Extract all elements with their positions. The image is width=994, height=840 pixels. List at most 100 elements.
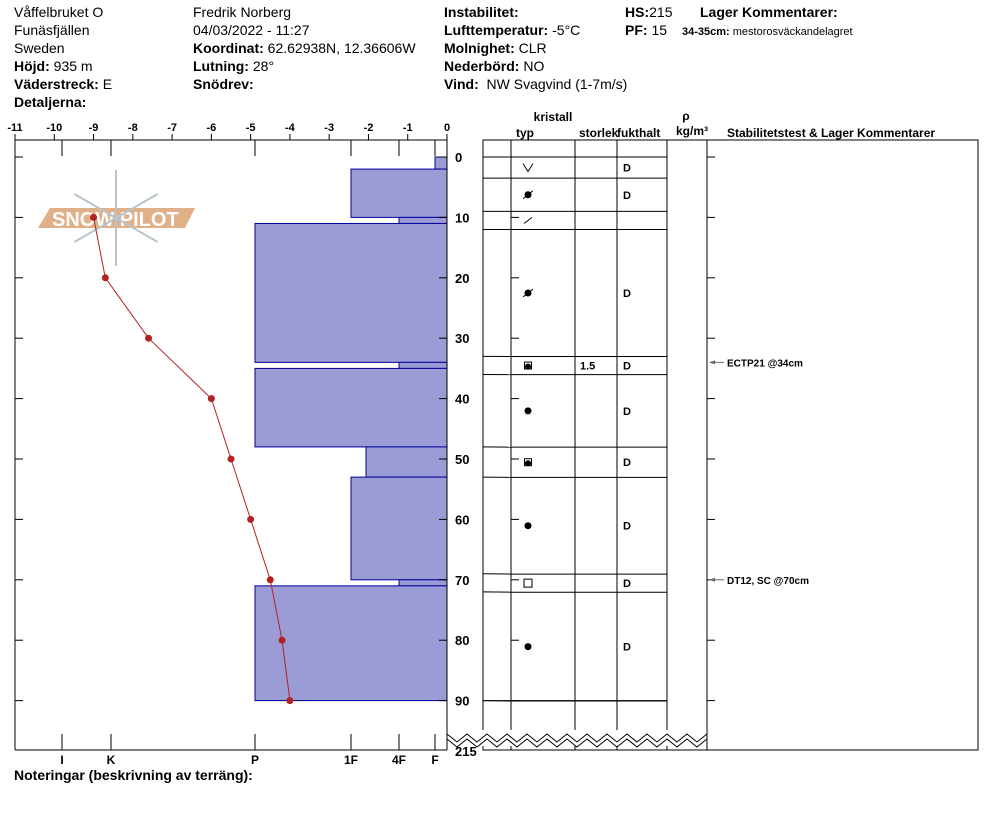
coordinates: Koordinat: 62.62938N, 12.36606W [193,40,416,56]
elevation: Höjd: 935 m [14,58,93,74]
hardness-bar [350,476,448,581]
rounding-faceted-icon [522,190,534,200]
depth-tick-label: 50 [455,452,469,467]
crust-icon [523,217,533,224]
slope: Lutning: 28° [193,58,275,74]
moisture-value: D [623,406,631,418]
depth-break-label: 215 [455,744,477,759]
snowflake-icon [115,193,159,219]
temperature-point [207,395,215,403]
depth-tick-label: 80 [455,633,469,648]
depth-tick-label: 20 [455,271,469,286]
moisture-value: D [623,190,631,202]
location-name: Våffelbruket O [14,4,104,20]
faceted-rounded-icon [525,460,531,467]
rounded-icon [524,407,532,415]
arrow-icon [709,360,715,365]
hardness-tick-label: 1F [344,753,358,767]
temp-tick-label: -5 [246,122,256,134]
country: Sweden [14,40,65,56]
temp-tick-label: -2 [364,122,374,134]
decomposing-icon [522,163,534,173]
temperature-point [278,636,286,644]
temp-tick-label: -6 [206,122,216,134]
moisture-value: D [623,642,631,654]
depth-tick-label: 90 [455,694,469,709]
hardness-bar [434,156,448,170]
temperature-point [227,455,235,463]
stability-test-label: ECTP21 @34cm [727,358,803,369]
moisture-value: D [623,521,631,533]
rounding-faceted-icon [522,288,534,298]
cloud-cover: Molnighet: CLR [444,40,547,56]
depth-break-icon [446,733,708,743]
precipitation: Nederbörd: NO [444,58,545,74]
temp-tick-label: -10 [46,122,62,134]
instability: Instabilitet: [444,4,519,20]
datetime: 04/03/2022 - 11:27 [193,22,310,38]
faceted-icon [523,578,533,588]
layer-comments-label: Lager Kommentarer: [700,4,838,20]
temp-tick-label: -1 [403,122,413,134]
temperature-point [101,274,109,282]
snowflake-icon [73,193,117,219]
rounded-icon [524,522,532,530]
temp-tick-label: -11 [7,122,22,134]
layer-comment: 34-35cm: mestorosväckandelagret [682,26,853,38]
arrow-icon [709,577,715,582]
drift: Snödrev: [193,76,254,92]
hardness-bar [254,222,448,363]
header-density: kg/m³ [676,124,708,138]
header-rho: ρ [682,109,689,123]
temp-tick-label: -4 [285,122,296,134]
hardness-bar [350,168,448,218]
header-fukthalt: fukthalt [617,126,660,140]
aspect: Väderstreck: E [14,76,113,92]
temperature-point [145,334,153,342]
depth-break-icon [446,738,708,748]
moisture-value: D [623,578,631,590]
depth-tick-label: 60 [455,512,469,527]
penetration-foot: PF: 15 [625,22,668,38]
moisture-value: D [623,457,631,469]
header-storlek: storlek [579,126,619,140]
temp-tick-label: 0 [444,122,450,134]
temperature-point [247,515,255,523]
hardness-tick-label: K [107,753,116,767]
temperature-point [286,697,294,705]
temp-tick-label: -9 [89,122,99,134]
hardness-bar [398,361,448,369]
hardness-tick-label: 4F [392,753,406,767]
hardness-bar [254,367,448,448]
snowflake-icon [73,217,117,243]
moisture-value: D [623,361,631,373]
area-name: Funäsfjällen [14,22,90,38]
depth-tick-label: 10 [455,210,469,225]
hardness-bar [398,216,448,224]
depth-tick-label: 70 [455,573,469,588]
header-typ: typ [516,126,534,140]
depth-tick-label: 40 [455,392,469,407]
temperature-point [90,213,98,221]
depth-tick-label: 30 [455,331,469,346]
faceted-rounded-icon [525,363,531,370]
stability-test-label: DT12, SC @70cm [727,576,809,587]
hardness-tick-label: P [251,753,259,767]
temp-tick-label: -3 [324,122,334,134]
hardness-tick-label: F [431,753,438,767]
header-comments: Stabilitetstest & Lager Kommentarer [727,126,935,140]
air-temperature: Lufttemperatur: -5°C [444,22,581,38]
hardness-tick-label: I [60,753,63,767]
grain-size: 1.5 [580,361,595,373]
depth-tick-label: 0 [455,150,462,165]
header-kristall: kristall [534,110,573,124]
details-label: Detaljerna: [14,94,87,110]
temp-tick-label: -8 [128,122,138,134]
grain-table-frame [482,139,979,751]
snow-height: HS:215 [625,4,673,20]
moisture-value: D [623,288,631,300]
break-mask [448,730,706,746]
snowflake-icon [115,217,159,243]
